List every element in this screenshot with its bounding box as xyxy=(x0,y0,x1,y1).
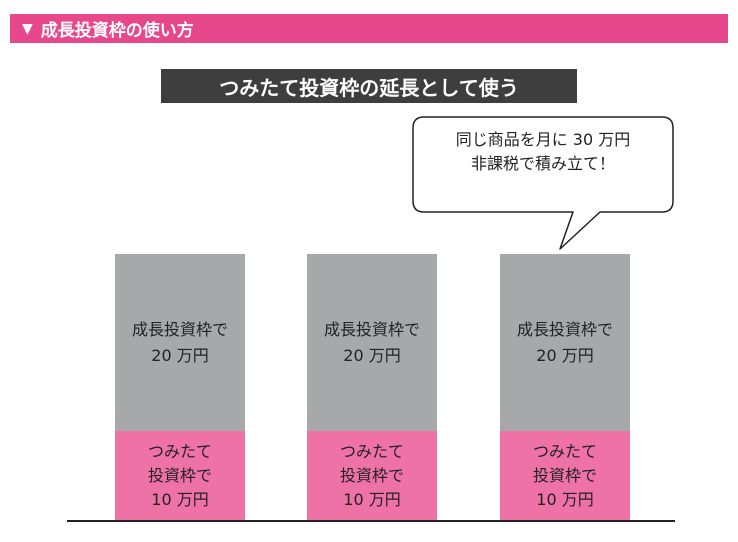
growth-label: 成長投資枠で xyxy=(323,319,420,339)
growth-segment: 成長投資枠で 20 万円 xyxy=(115,254,245,431)
section-header: ▼ 成長投資枠の使い方 xyxy=(10,14,728,43)
growth-segment: 成長投資枠で 20 万円 xyxy=(307,254,437,431)
tsumitate-label-1: つみたて xyxy=(339,442,404,461)
callout-line-2: 非課税で積み立て！ xyxy=(470,154,615,173)
growth-segment: 成長投資枠で 20 万円 xyxy=(500,254,630,431)
growth-amount: 20 万円 xyxy=(151,345,209,365)
tsumitate-label-1: つみたて xyxy=(532,442,597,461)
tsumitate-label-2: 投資枠で xyxy=(339,466,404,485)
speech-bubble-shape xyxy=(412,116,674,250)
growth-label: 成長投資枠で xyxy=(131,319,228,339)
tsumitate-segment: つみたて 投資枠で 10 万円 xyxy=(500,431,630,521)
tsumitate-label-1: つみたて xyxy=(147,442,212,461)
growth-label: 成長投資枠で xyxy=(516,319,613,339)
growth-amount: 20 万円 xyxy=(343,345,401,365)
subtitle-text: つみたて投資枠の延長として使う xyxy=(219,75,519,100)
tsumitate-segment: つみたて 投資枠で 10 万円 xyxy=(307,431,437,521)
subtitle-banner: つみたて投資枠の延長として使う xyxy=(161,69,577,103)
tsumitate-amount: 10 万円 xyxy=(536,490,594,509)
tsumitate-segment: つみたて 投資枠で 10 万円 xyxy=(115,431,245,521)
tsumitate-amount: 10 万円 xyxy=(151,490,209,509)
baseline-rule xyxy=(67,520,675,522)
triangle-down-icon: ▼ xyxy=(22,20,33,37)
growth-amount: 20 万円 xyxy=(536,345,594,365)
section-title: 成長投資枠の使い方 xyxy=(40,21,194,41)
tsumitate-label-2: 投資枠で xyxy=(147,466,212,485)
tsumitate-amount: 10 万円 xyxy=(343,490,401,509)
speech-bubble: 同じ商品を月に 30 万円 非課税で積み立て！ xyxy=(412,116,674,252)
callout-line-1: 同じ商品を月に 30 万円 xyxy=(455,130,631,149)
tsumitate-label-2: 投資枠で xyxy=(532,466,597,485)
